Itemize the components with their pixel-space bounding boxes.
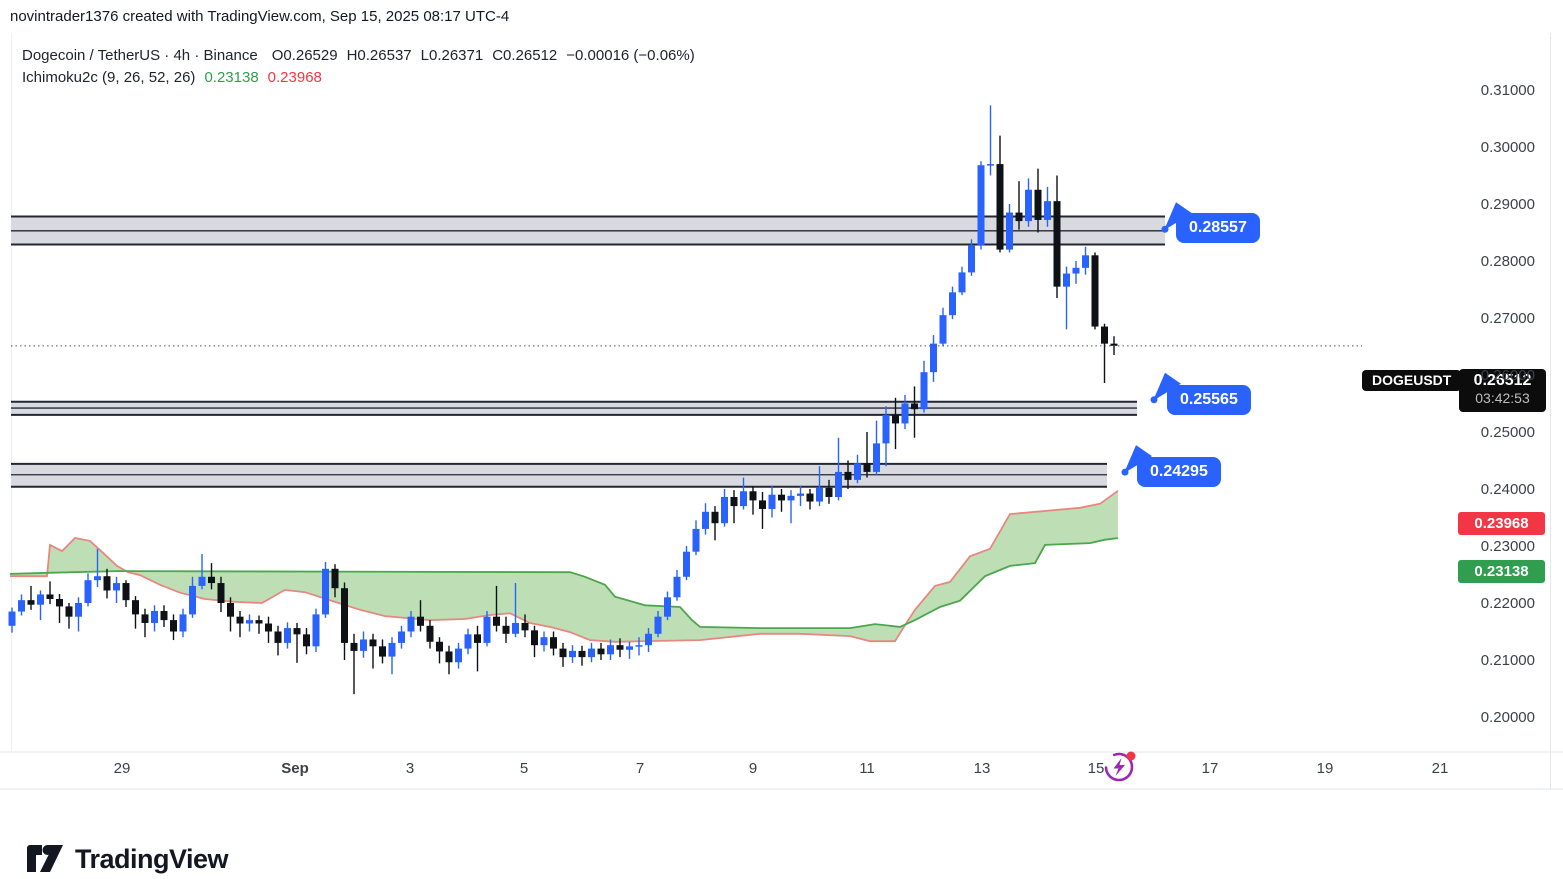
ohlc-high: H0.26537	[346, 47, 412, 64]
last-price-value: 0.26512	[1473, 372, 1532, 389]
tradingview-logo-icon	[27, 845, 63, 872]
price-callout-24295[interactable]: 0.24295	[1137, 457, 1221, 487]
ohlc-open: O0.26529	[271, 47, 338, 64]
ohlc-low: L0.26371	[420, 47, 484, 64]
chart-area: Dogecoin / TetherUS · 4h · Binance O0.265…	[0, 33, 1563, 874]
price-callout-25565[interactable]: 0.25565	[1167, 385, 1251, 415]
time-tick-label: 29	[113, 760, 131, 777]
last-price-box: 0.26512 03:42:53	[1459, 369, 1546, 412]
price-tick-label: 0.24000	[1480, 481, 1535, 498]
time-tick-label: 11	[859, 760, 875, 777]
bar-countdown: 03:42:53	[1475, 390, 1530, 406]
price-tick-label: 0.30000	[1480, 139, 1535, 156]
symbol-title[interactable]: Dogecoin / TetherUS · 4h · Binance	[22, 47, 258, 64]
attribution-text: novintrader1376 created with TradingView…	[10, 8, 510, 25]
price-tick-label: 0.22000	[1480, 595, 1535, 612]
last-price-symbol-pill: DOGEUSDT	[1362, 370, 1462, 391]
ohlc-change: −0.00016 (−0.06%)	[566, 47, 695, 64]
time-tick-label: 21	[1431, 760, 1449, 777]
price-tick-label: 0.25000	[1480, 424, 1535, 441]
tradingview-logo-text: TradingView	[75, 843, 229, 874]
price-tick-label: 0.23000	[1480, 538, 1535, 555]
time-tick-label: 15	[1087, 760, 1105, 777]
price-tick-label: 0.27000	[1480, 310, 1535, 327]
price-tick-label: 0.26000	[1480, 367, 1535, 384]
indicator-row: Ichimoku2c (9, 26, 52, 26) 0.23138 0.23968	[22, 67, 695, 89]
time-tick-label: 13	[973, 760, 991, 777]
time-tick-label: 7	[635, 760, 645, 777]
time-tick-label: 17	[1201, 760, 1219, 777]
price-tick-label: 0.20000	[1480, 709, 1535, 726]
tradingview-logo[interactable]: TradingView	[25, 839, 229, 879]
price-callout-28557[interactable]: 0.28557	[1176, 213, 1260, 243]
flash-event-icon[interactable]	[1101, 747, 1139, 790]
time-tick-label: Sep	[281, 760, 309, 777]
symbol-header: Dogecoin / TetherUS · 4h · Binance O0.265…	[22, 45, 695, 89]
price-chart-canvas[interactable]	[0, 33, 1563, 867]
indicator-value-senkou-a: 0.23968	[267, 69, 322, 86]
price-tick-label: 0.31000	[1480, 82, 1535, 99]
ohlc-close: C0.26512	[492, 47, 558, 64]
senkou-b-axis-badge: 0.23138	[1458, 559, 1545, 583]
time-tick-label: 3	[405, 760, 415, 777]
indicator-title[interactable]: Ichimoku2c (9, 26, 52, 26)	[22, 69, 196, 86]
senkou-a-axis-badge: 0.23968	[1458, 512, 1545, 536]
time-tick-label: 9	[748, 760, 758, 777]
time-tick-label: 5	[519, 760, 529, 777]
indicator-value-senkou-b: 0.23138	[204, 69, 259, 86]
price-tick-label: 0.28000	[1480, 253, 1535, 270]
time-tick-label: 19	[1316, 760, 1334, 777]
symbol-ohlc-row: Dogecoin / TetherUS · 4h · Binance O0.265…	[22, 45, 695, 67]
price-tick-label: 0.21000	[1480, 652, 1535, 669]
price-tick-label: 0.29000	[1480, 196, 1535, 213]
